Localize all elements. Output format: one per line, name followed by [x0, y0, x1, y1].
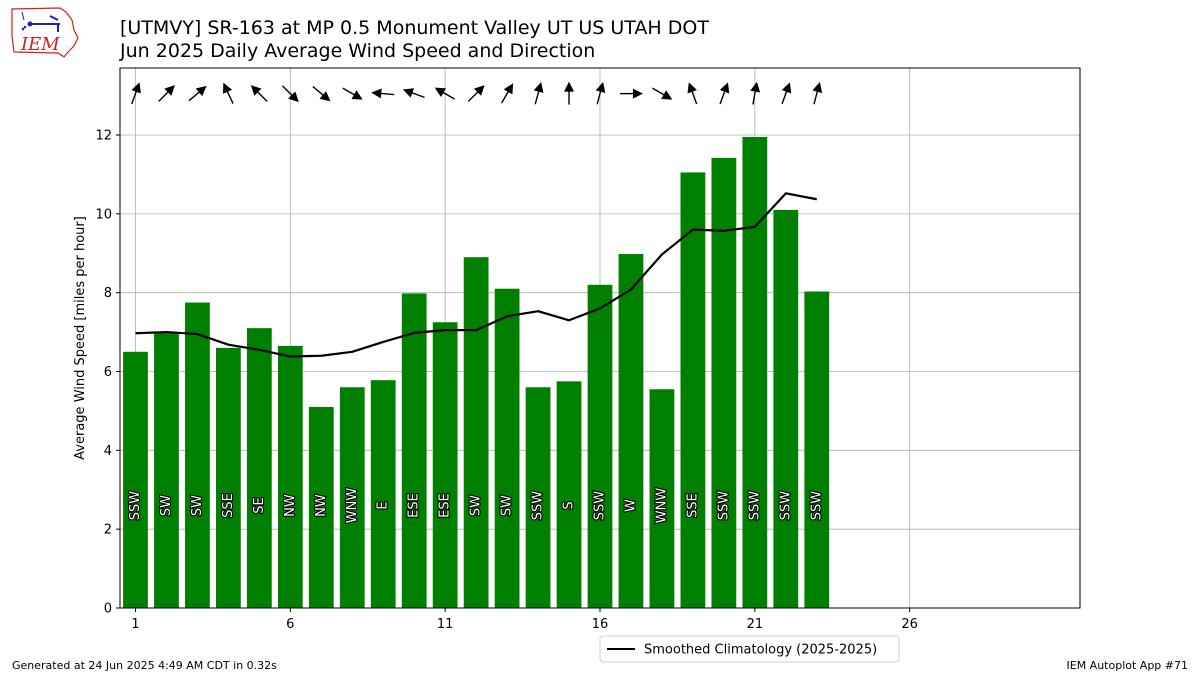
wind-arrow-day-14 — [533, 82, 544, 105]
y-tick-label: 0 — [104, 602, 112, 617]
y-axis-label: Average Wind Speed [miles per hour] — [73, 216, 88, 460]
direction-label-day-12: SW — [469, 495, 484, 516]
direction-label-day-4: SSE — [221, 493, 236, 518]
bar-day-16 — [587, 284, 613, 608]
direction-label-day-1: SSW — [128, 491, 143, 521]
bars — [123, 136, 830, 609]
app-footer: IEM Autoplot App #71 — [1066, 659, 1189, 672]
wind-arrows — [131, 81, 823, 105]
direction-label-day-10: ESE — [407, 493, 422, 518]
bar-day-12 — [463, 257, 489, 608]
chart-subtitle: Jun 2025 Daily Average Wind Speed and Di… — [120, 40, 596, 62]
bar-day-17 — [618, 254, 644, 608]
bar-day-23 — [804, 291, 830, 608]
bar-day-6 — [277, 345, 303, 608]
x-tick-label: 26 — [901, 617, 918, 632]
wind-arrow-day-12 — [467, 85, 485, 102]
direction-label-day-14: SSW — [531, 491, 546, 521]
x-tick-label: 16 — [592, 617, 609, 632]
y-tick-label: 2 — [104, 523, 112, 538]
bar-day-5 — [246, 328, 272, 608]
iem-logo: IEM — [8, 6, 80, 58]
bar-day-9 — [370, 380, 396, 608]
direction-label-day-13: SW — [500, 495, 515, 516]
wind-arrow-day-4 — [223, 82, 234, 104]
wind-arrow-day-3 — [188, 85, 207, 102]
direction-label-day-17: W — [623, 499, 638, 512]
y-tick-label: 8 — [104, 286, 112, 301]
wind-arrow-day-7 — [312, 86, 331, 102]
direction-label-day-20: SSW — [716, 491, 731, 521]
y-tick-label: 10 — [95, 207, 112, 222]
bar-day-7 — [308, 406, 334, 608]
x-tick-label: 6 — [286, 617, 294, 632]
bar-day-4 — [216, 347, 241, 608]
wind-arrow-day-18 — [652, 87, 673, 100]
x-tick-label: 1 — [131, 617, 139, 632]
bar-day-3 — [185, 302, 210, 608]
direction-label-day-2: SW — [159, 495, 174, 516]
bar-day-13 — [494, 288, 520, 608]
direction-label-day-15: S — [562, 501, 577, 509]
wind-arrow-day-10 — [402, 88, 425, 99]
direction-label-day-16: SSW — [593, 491, 608, 521]
direction-label-day-18: WNW — [654, 488, 669, 524]
climatology-line — [135, 192, 817, 358]
wind-arrow-day-8 — [342, 87, 363, 100]
wind-arrow-day-15 — [564, 81, 575, 105]
wind-arrow-day-5 — [250, 85, 268, 102]
legend-label: Smoothed Climatology (2025-2025) — [644, 643, 877, 658]
bar-day-15 — [556, 381, 582, 608]
y-tick-label: 6 — [104, 365, 112, 380]
bar-day-11 — [432, 322, 458, 608]
direction-label-day-3: SW — [190, 495, 205, 516]
wind-arrow-day-20 — [719, 82, 730, 105]
wind-arrow-day-1 — [131, 82, 141, 105]
wind-arrow-day-2 — [158, 85, 175, 102]
wind-arrow-day-9 — [371, 88, 395, 99]
chart-title: [UTMVY] SR-163 at MP 0.5 Monument Valley… — [120, 17, 709, 39]
bar-day-2 — [154, 332, 179, 608]
wind-arrow-day-21 — [750, 81, 761, 105]
wind-arrow-day-13 — [500, 83, 514, 104]
iem-logo-text: IEM — [20, 34, 60, 55]
wind-arrow-day-19 — [687, 82, 698, 105]
direction-label-day-19: SSE — [685, 493, 700, 518]
direction-label-day-7: NW — [314, 494, 329, 517]
direction-label-day-6: NW — [283, 494, 298, 517]
wind-arrow-day-16 — [595, 82, 606, 105]
bar-day-1 — [123, 351, 148, 608]
bar-day-22 — [773, 209, 799, 608]
bar-day-8 — [339, 387, 365, 608]
iem-logo-graphic: IEM — [11, 7, 79, 58]
generated-footer: Generated at 24 Jun 2025 4:49 AM CDT in … — [12, 659, 277, 672]
direction-label-day-21: SSW — [747, 491, 762, 521]
direction-labels: SSW SW SW SSE SE NW NW WNW E ESE ESE SW SW SSW S SSW W WN… — [127, 487, 825, 525]
bar-day-21 — [742, 136, 768, 609]
wind-arrow-day-17 — [619, 88, 643, 99]
wind-arrow-day-23 — [812, 82, 823, 105]
direction-label-day-22: SSW — [778, 491, 793, 521]
wind-arrow-day-22 — [781, 82, 792, 105]
y-tick-label: 4 — [104, 444, 112, 459]
legend: Smoothed Climatology (2025-2025) — [599, 635, 900, 663]
x-tick-label: 11 — [437, 617, 454, 632]
direction-label-day-8: WNW — [345, 488, 360, 524]
bar-day-10 — [401, 293, 427, 608]
bar-day-18 — [649, 389, 675, 608]
direction-label-day-11: ESE — [438, 493, 453, 518]
direction-label-day-23: SSW — [809, 491, 824, 521]
legend-box — [599, 635, 900, 663]
bar-day-19 — [680, 172, 706, 608]
wind-arrow-day-11 — [434, 87, 456, 100]
climatology-line-group — [135, 192, 817, 358]
bar-day-14 — [525, 387, 551, 608]
x-tick-label: 21 — [747, 617, 764, 632]
bar-day-20 — [711, 157, 737, 609]
direction-label-day-5: SE — [252, 497, 267, 513]
y-tick-label: 12 — [95, 129, 112, 144]
direction-label-day-9: E — [376, 501, 391, 509]
